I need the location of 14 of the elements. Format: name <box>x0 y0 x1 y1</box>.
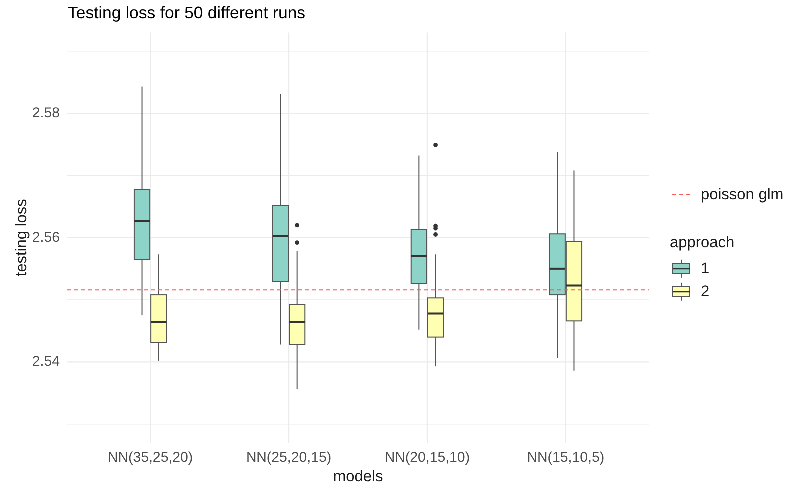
y-axis-title: testing loss <box>14 198 30 277</box>
chart-title: Testing loss for 50 different runs <box>68 4 306 22</box>
legend-label: 1 <box>701 260 710 278</box>
y-tick-label: 2.54 <box>32 354 60 370</box>
x-tick-label: NN(20,15,10) <box>384 450 470 466</box>
x-tick-label: NN(15,10,5) <box>527 450 605 466</box>
y-tick-label: 2.58 <box>32 106 60 122</box>
legend-title: approach <box>670 234 735 252</box>
y-tick-label: 2.56 <box>32 230 60 246</box>
x-tick-label: NN(25,20,15) <box>246 450 332 466</box>
x-axis-title: models <box>333 468 384 486</box>
legend-label: 2 <box>701 283 710 300</box>
x-tick-label: NN(35,25,20) <box>108 450 194 466</box>
legend-label: poisson glm <box>701 186 784 204</box>
